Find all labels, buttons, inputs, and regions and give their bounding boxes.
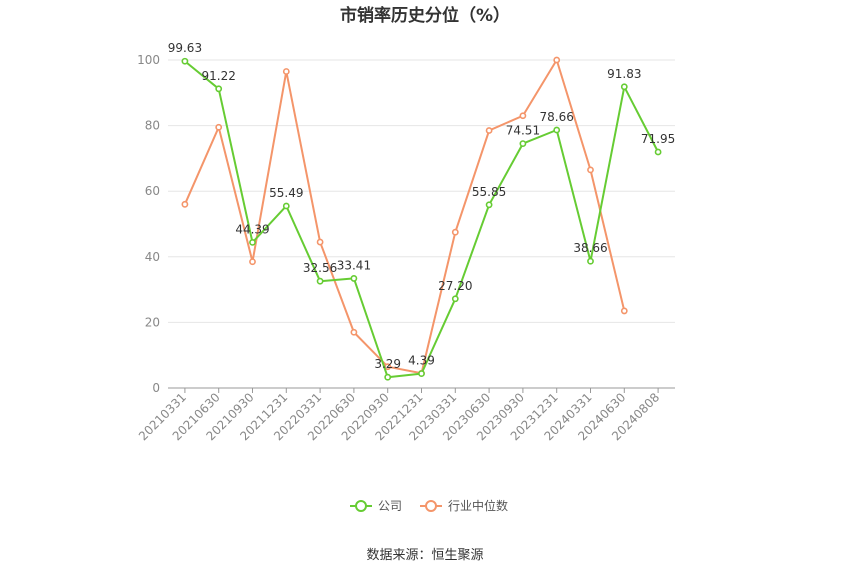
data-label: 38.66 [573,241,607,255]
data-label: 99.63 [168,41,202,55]
legend-item-company[interactable]: 公司 [350,499,402,513]
data-point [249,258,256,266]
data-point [316,277,324,285]
y-tick-label: 40 [145,250,160,264]
y-tick-label: 80 [145,119,160,133]
data-label: 33.41 [337,258,371,272]
data-point [181,200,189,208]
legend-label: 公司 [378,499,402,513]
data-label: 3.29 [374,357,401,371]
data-label: 91.83 [607,67,641,81]
data-point [215,123,223,131]
data-point [418,370,425,378]
x-axis: 2021033120210630202109302021123120220331… [136,387,675,443]
legend[interactable]: 公司 行业中位数 [350,498,508,513]
data-point [587,257,594,265]
data-label: 71.95 [641,132,675,146]
series-group [181,56,662,381]
grid [168,59,675,323]
data-label: 4.39 [408,354,435,368]
data-point [282,202,290,210]
legend-label: 行业中位数 [448,498,508,513]
chart-title: 市销率历史分位（%） [340,5,510,26]
series-line-company [184,60,659,379]
data-point [485,127,493,134]
data-point [350,328,358,336]
data-label: 55.49 [269,186,303,200]
data-label: 55.85 [472,185,506,199]
data-point [451,295,459,303]
legend-item-industry-median[interactable]: 行业中位数 [420,498,508,513]
legend-marker [425,500,437,512]
data-point [350,275,358,282]
data-point [282,68,290,75]
data-point [181,57,189,65]
series-line-industry-median [183,59,626,375]
data-point [519,112,527,120]
y-tick-label: 100 [137,53,160,67]
legend-marker [355,500,367,512]
y-tick-label: 60 [145,184,160,198]
data-point [384,373,392,381]
data-point [587,166,594,174]
data-point [654,148,662,156]
data-point [553,56,561,64]
data-point [451,228,459,236]
y-tick-label: 20 [145,315,160,329]
y-axis: 0 20 40 60 80 100 [137,53,160,395]
data-label: 74.51 [506,124,540,138]
data-point [316,238,324,246]
data-label: 27.20 [438,279,472,293]
data-point [553,126,561,134]
data-point [519,140,527,148]
data-label: 32.56 [303,261,337,275]
data-point [485,201,493,209]
data-source: 数据来源：恒生聚源 [366,548,483,563]
data-label: 78.66 [540,110,574,124]
data-point [620,83,628,91]
data-label: 91.22 [202,69,236,83]
data-point [249,239,256,246]
y-tick-label: 0 [152,381,160,395]
data-point [620,307,628,315]
data-label: 44.39 [235,222,269,236]
data-point [215,85,223,93]
